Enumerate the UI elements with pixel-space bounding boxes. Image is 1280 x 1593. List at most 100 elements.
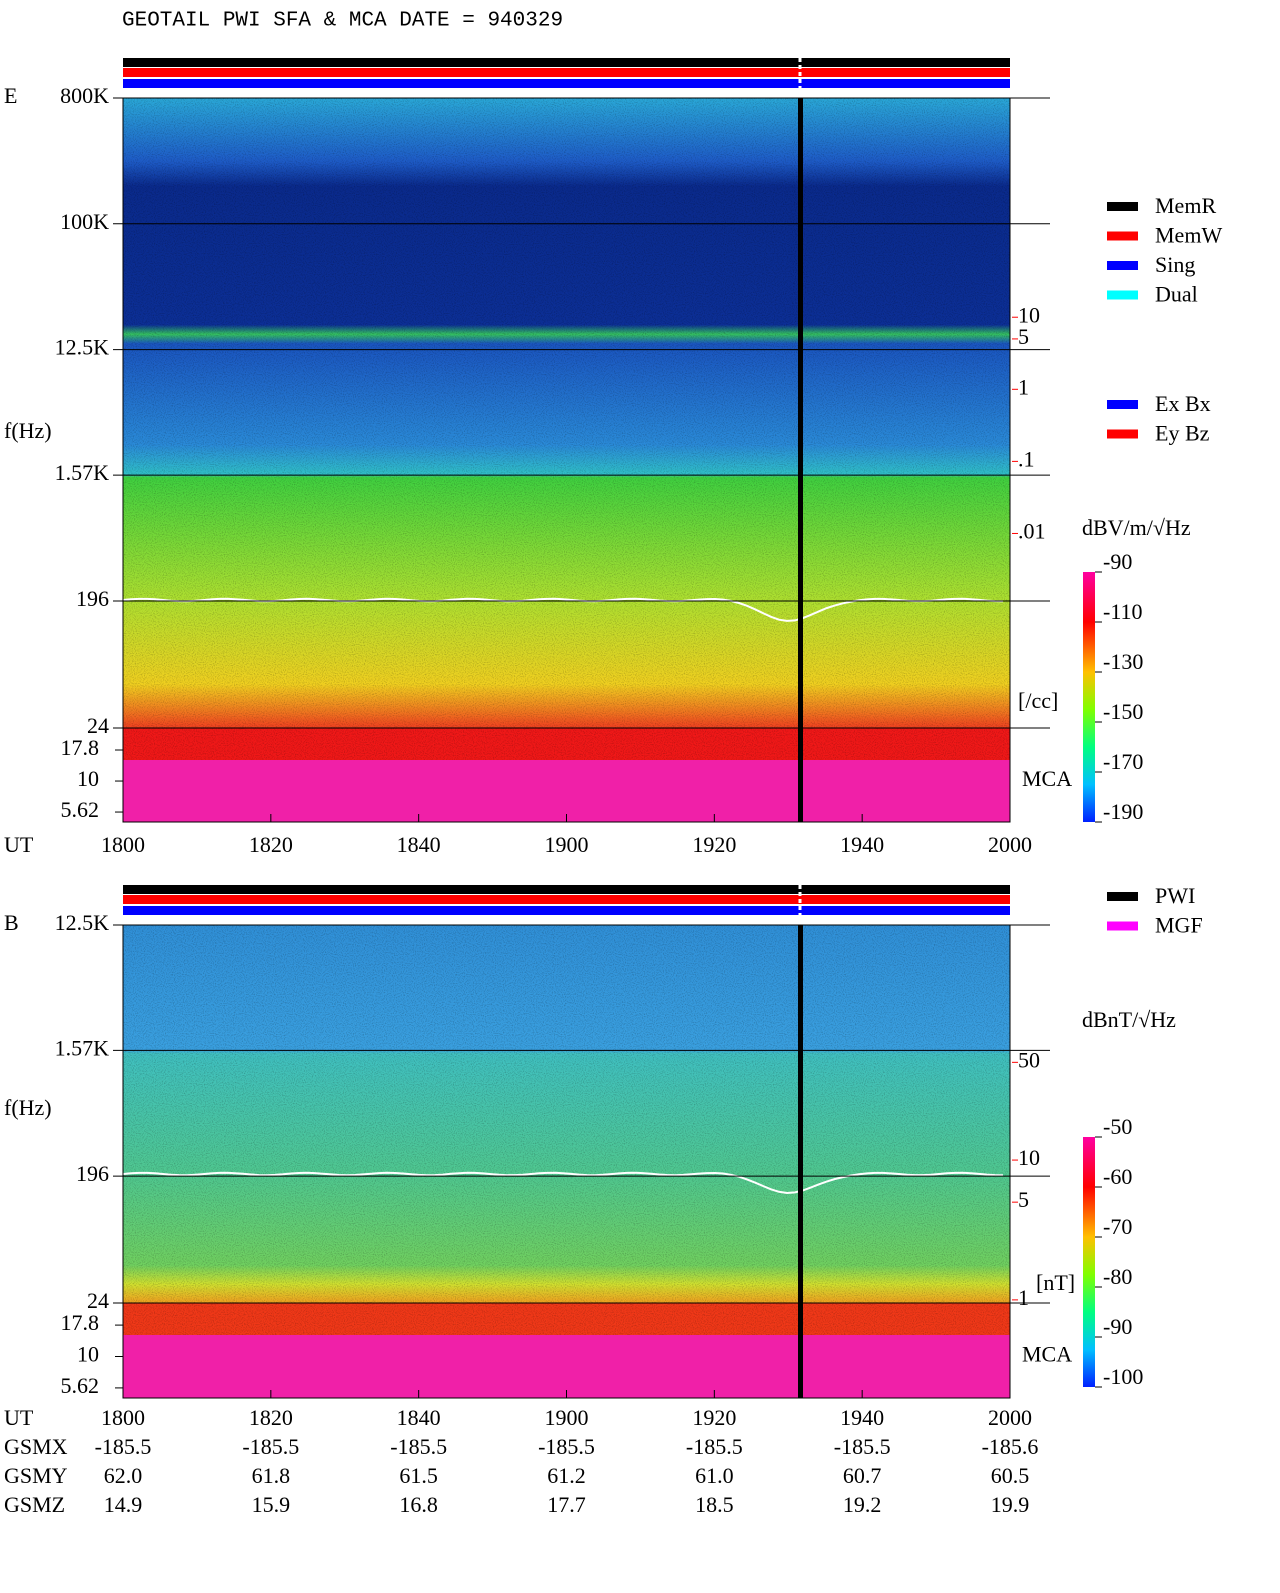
y-tick-label: 100K — [60, 209, 109, 234]
x-tick-label: 1840 — [397, 1405, 441, 1430]
orbit-value: 61.5 — [399, 1463, 438, 1488]
y2-unit: [/cc] — [1018, 688, 1058, 713]
y2-tick-label: 1 — [1018, 374, 1029, 399]
orbit-value: 61.2 — [547, 1463, 586, 1488]
colorbar — [1083, 572, 1095, 822]
panel-label: B — [4, 910, 19, 935]
orbit-value: 19.9 — [991, 1492, 1030, 1517]
data-gap — [798, 98, 803, 822]
legend-label: MemR — [1155, 193, 1216, 218]
legend-swatch — [1107, 231, 1138, 241]
orbit-value: -185.6 — [982, 1434, 1039, 1459]
legend-label: Sing — [1155, 252, 1195, 277]
legend-swatch — [1107, 892, 1138, 901]
orbit-value: 16.8 — [399, 1492, 438, 1517]
y2-tick-label: 10 — [1018, 1145, 1040, 1170]
colorbar-tick-label: -70 — [1103, 1214, 1132, 1239]
orbit-value: 18.5 — [695, 1492, 734, 1517]
colorbar-tick-label: -110 — [1103, 599, 1143, 624]
orbit-value: 19.2 — [843, 1492, 882, 1517]
panel-label: E — [4, 83, 17, 108]
orbit-value: -185.5 — [538, 1434, 595, 1459]
x-tick-label: 2000 — [988, 832, 1032, 857]
status-bar — [123, 79, 1010, 88]
x-tick-label: 1900 — [545, 1405, 589, 1430]
status-bar — [123, 906, 1010, 915]
colorbar-tick-label: -90 — [1103, 1314, 1132, 1339]
y2-tick-label: 5 — [1018, 324, 1029, 349]
y2-tick-label: 5 — [1018, 1187, 1029, 1212]
colorbar-label: dBV/m/√Hz — [1082, 515, 1191, 540]
plasma-line — [122, 1171, 1004, 1195]
y2-tick-label: .01 — [1018, 519, 1046, 544]
mca-label: MCA — [1022, 766, 1072, 791]
x-tick-label: 1940 — [840, 1405, 884, 1430]
orbit-value: 60.7 — [843, 1463, 882, 1488]
legend-label: Ex Bx — [1155, 391, 1211, 416]
y-label: f(Hz) — [4, 1095, 52, 1120]
orbit-value: 61.0 — [695, 1463, 734, 1488]
legend-label: Dual — [1155, 282, 1198, 307]
x-tick-label: 1820 — [249, 1405, 293, 1430]
x-tick-label: 1800 — [101, 1405, 145, 1430]
x-tick-label: 1920 — [692, 832, 736, 857]
colorbar-tick-label: -170 — [1103, 749, 1143, 774]
mca-tick-label: 17.8 — [61, 735, 100, 760]
x-tick-label: 1840 — [397, 832, 441, 857]
legend-swatch — [1107, 400, 1138, 409]
mca-tick-label: 5.62 — [61, 1373, 100, 1398]
y-tick-label: 800K — [60, 83, 109, 108]
status-bar — [123, 895, 1010, 904]
legend-swatch — [1107, 202, 1138, 211]
x-label: UT — [4, 832, 34, 857]
orbit-value: 60.5 — [991, 1463, 1030, 1488]
y-tick-label: 1.57K — [55, 1035, 110, 1060]
spectrogram-texture — [123, 98, 1010, 760]
status-bar — [123, 58, 1010, 67]
orbit-value: -185.5 — [834, 1434, 891, 1459]
spectrogram-mca — [123, 760, 1010, 822]
title: GEOTAIL PWI SFA & MCA DATE = 940329 — [122, 10, 563, 33]
legend-swatch — [1107, 261, 1138, 270]
legend-swatch — [1107, 429, 1138, 439]
charts: 800K100K12.5K1.57K1962417.8105.62MCA1051… — [4, 58, 1222, 1517]
spectrogram-texture — [123, 925, 1010, 1335]
legend-label: PWI — [1155, 883, 1195, 908]
colorbar-tick-label: -100 — [1103, 1364, 1143, 1389]
colorbar-tick-label: -190 — [1103, 799, 1143, 824]
mca-tick-label: 5.62 — [61, 797, 100, 822]
colorbar-tick-label: -90 — [1103, 549, 1132, 574]
colorbar-tick-label: -50 — [1103, 1114, 1132, 1139]
orbit-label: GSMY — [4, 1463, 68, 1488]
data-gap — [798, 925, 803, 1398]
x-tick-label: 1900 — [545, 832, 589, 857]
orbit-value: 14.9 — [104, 1492, 143, 1517]
orbit-value: 62.0 — [104, 1463, 143, 1488]
x-label: UT — [4, 1405, 34, 1430]
colorbar-tick-label: -130 — [1103, 649, 1143, 674]
orbit-value: -185.5 — [686, 1434, 743, 1459]
y-tick-label: 1.57K — [55, 460, 110, 485]
colorbar-tick-label: -60 — [1103, 1164, 1132, 1189]
x-tick-label: 1800 — [101, 832, 145, 857]
y2-tick-label: 1 — [1018, 1285, 1029, 1310]
x-tick-label: 1940 — [840, 832, 884, 857]
legend-label: Ey Bz — [1155, 421, 1210, 446]
y2-unit: [nT] — [1036, 1270, 1075, 1295]
orbit-value: 61.8 — [252, 1463, 291, 1488]
orbit-value: -185.5 — [95, 1434, 152, 1459]
status-bar — [123, 68, 1010, 77]
x-tick-label: 1820 — [249, 832, 293, 857]
colorbar-tick-label: -80 — [1103, 1264, 1132, 1289]
orbit-value: -185.5 — [390, 1434, 447, 1459]
y-tick-label: 196 — [76, 586, 109, 611]
status-bar — [123, 885, 1010, 894]
y2-tick-label: 50 — [1018, 1047, 1040, 1072]
orbit-value: -185.5 — [242, 1434, 299, 1459]
colorbar-label: dBnT/√Hz — [1082, 1007, 1176, 1032]
orbit-label: GSMZ — [4, 1492, 65, 1517]
mca-tick-label: 10 — [77, 766, 99, 791]
orbit-value: 15.9 — [252, 1492, 291, 1517]
mca-tick-label: 10 — [77, 1342, 99, 1367]
